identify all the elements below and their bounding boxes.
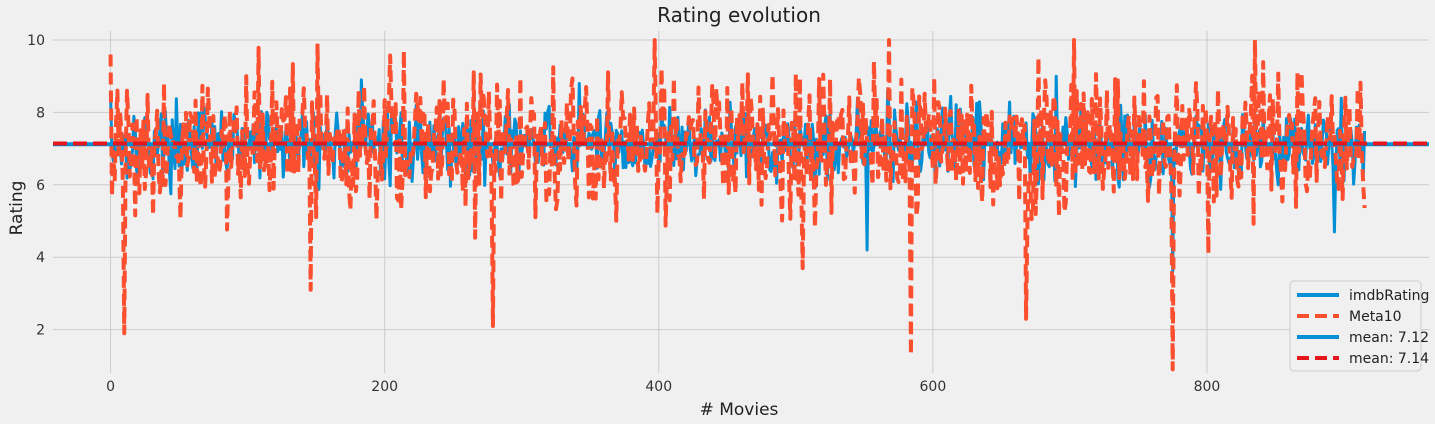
legend-label: imdbRating bbox=[1349, 288, 1429, 304]
legend-label: mean: 7.12 bbox=[1349, 330, 1429, 346]
legend-label: mean: 7.14 bbox=[1349, 351, 1429, 367]
y-tick-label: 2 bbox=[36, 323, 45, 339]
chart-title: Rating evolution bbox=[657, 3, 821, 27]
legend: imdbRating Meta10 mean: 7.12 mean: 7.14 bbox=[1289, 280, 1429, 372]
y-tick-label: 4 bbox=[36, 250, 45, 266]
x-tick-label: 800 bbox=[1194, 379, 1221, 395]
legend-label: Meta10 bbox=[1349, 309, 1402, 325]
series-line-meta10 bbox=[108, 38, 1367, 372]
x-tick-label: 200 bbox=[371, 379, 398, 395]
y-tick-label: 8 bbox=[36, 105, 45, 121]
y-tick-label: 6 bbox=[36, 178, 45, 194]
x-tick-label: 0 bbox=[106, 379, 115, 395]
tick-labels: 0 200 400 600 800 2 4 6 8 10 bbox=[27, 33, 1220, 395]
y-axis-label: Rating bbox=[7, 181, 27, 236]
series-layer bbox=[108, 38, 1367, 372]
x-axis-label: # Movies bbox=[700, 400, 779, 420]
mean-lines bbox=[53, 141, 1429, 147]
x-tick-label: 600 bbox=[920, 379, 947, 395]
x-tick-label: 400 bbox=[645, 379, 672, 395]
y-tick-label: 10 bbox=[27, 33, 45, 49]
legend-box bbox=[1289, 280, 1422, 372]
